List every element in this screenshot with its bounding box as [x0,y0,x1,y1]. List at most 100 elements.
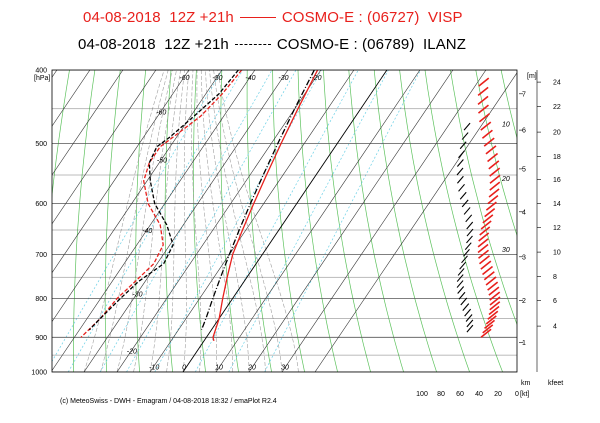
moist-adiabat [213,70,283,372]
isotherm [52,70,157,225]
temperature-label: 10 [215,364,223,371]
dry-adiabat [246,70,272,372]
temperature-label: 30 [281,364,289,371]
mixing-ratio-line [126,70,297,372]
wind-barb [458,291,466,300]
moist-adiabat [191,70,202,372]
km-axis-label: km [521,380,531,387]
wind-axis-unit-label: [kt] [520,391,529,398]
wind-barb [465,314,473,322]
wind-barb [480,328,492,338]
wind-barb [456,159,464,167]
wind-barb [488,305,500,316]
header-ilanz-date: 04-08-2018 12Z +21h [78,36,229,53]
isotherm [215,70,421,372]
wind-barb [477,238,489,248]
wind-barb [487,310,499,320]
wind-barb [456,274,464,282]
inner-label: 20 [501,176,510,183]
wind-barb [489,291,501,301]
isotherm [116,70,322,372]
header-visp-model: COSMO-E : (06727) VISP [281,9,463,26]
temperature-label: -20 [311,75,321,82]
temperature-label: -50 [157,157,167,164]
wind-barb [459,191,467,200]
wind-barb [485,276,497,286]
isotherm [52,70,256,372]
km-tick-label: 6 [522,128,526,135]
wind-barb [459,261,467,270]
wind-barb [484,319,496,329]
wind-barb [478,255,490,265]
moist-adiabat [133,70,177,372]
footer-copyright: (c) MeteoSwiss - DWH - Emagram / 04-08-2… [60,398,277,405]
wind-barb [466,319,474,328]
wind-barb [489,174,501,184]
wind-barb [478,113,490,123]
wind-barb [463,248,470,257]
pressure-tick-label: 700 [35,252,47,259]
kfeet-tick-label: 4 [553,324,557,331]
pressure-tick-label: 500 [35,141,47,148]
wind-barb [488,160,500,170]
wind-tick-label: 40 [475,391,483,398]
dry-adiabat [52,70,70,199]
wind-barb [480,220,492,230]
temperature-label: -40 [245,75,255,82]
isotherm [248,70,454,372]
isotherm [52,70,223,323]
dry-adiabat [399,70,470,372]
wind-barb [485,201,497,211]
dry-adiabat [104,70,121,372]
temperature-label: -60 [179,75,189,82]
header-ilanz-model: COSMO-E : (06789) ILANZ [276,36,466,53]
isotherm [52,70,58,78]
dry-adiabat [348,70,404,372]
km-tick-label: 7 [522,91,526,98]
wind-barb [485,315,497,325]
kfeet-tick-label: 6 [553,298,557,305]
wind-barb [477,243,489,254]
wind-barb [488,188,500,198]
km-tick-label: 2 [522,298,526,305]
profile-visp-dewpoint [80,70,243,338]
profile-ilanz-dewpoint [88,70,239,331]
wind-barb [463,122,471,131]
chart-series [80,70,319,342]
header-visp-date: 04-08-2018 12Z +21h [83,9,234,26]
wind-tick-label: 0 [515,391,519,398]
chart-grid [52,70,600,372]
wind-barb [461,255,468,264]
wind-profile [456,77,501,338]
wind-barb [488,286,500,296]
wind-barb [489,296,501,306]
pressure-tick-label: 800 [35,296,47,303]
wind-barb [456,175,464,184]
kfeet-tick-label: 24 [553,80,561,87]
pressure-tick-label: 1000 [31,370,47,377]
wind-barb [482,324,494,334]
dry-adiabat [500,70,517,140]
wind-barb [465,214,473,223]
profile-ilanz-temperature [200,70,315,331]
wind-barb [464,242,472,251]
kfeet-tick-label: 8 [553,274,557,281]
wind-barb [483,271,495,281]
wind-barb [487,281,499,291]
isotherm [52,70,190,274]
wind-barb [478,232,490,242]
wind-barb [484,207,496,218]
isotherm [83,70,289,372]
wind-barb [458,183,465,192]
kfeet-tick-label: 22 [553,104,561,111]
wind-barb [461,132,469,140]
wind-barb [477,95,489,106]
kfeet-tick-label: 20 [553,130,561,137]
wind-barb [464,308,472,317]
wind-barb [457,268,465,276]
legend-solid-line-icon [239,16,276,18]
dry-adiabat [552,70,600,372]
inner-label: 10 [502,122,510,129]
temperature-label: -10 [149,364,159,371]
